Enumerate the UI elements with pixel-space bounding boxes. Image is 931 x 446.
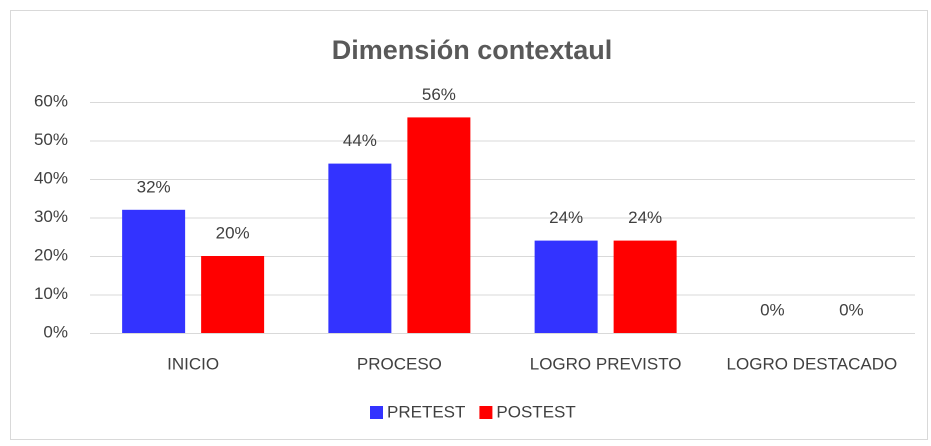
data-label: 0% <box>839 300 864 319</box>
bar <box>534 240 598 333</box>
data-label: 32% <box>137 177 171 196</box>
x-tick-label: INICIO <box>167 354 219 373</box>
y-tick-label: 10% <box>34 284 68 303</box>
y-tick-label: 0% <box>43 322 68 341</box>
bar <box>328 163 392 333</box>
data-label: 24% <box>628 208 662 227</box>
data-label: 0% <box>760 300 785 319</box>
y-tick-label: 50% <box>34 130 68 149</box>
y-tick-label: 60% <box>34 91 68 110</box>
data-label: 20% <box>216 223 250 242</box>
x-tick-label: LOGRO PREVISTO <box>530 354 682 373</box>
y-tick-label: 40% <box>34 168 68 187</box>
y-tick-label: 20% <box>34 245 68 264</box>
bar <box>122 209 186 333</box>
data-label: 24% <box>549 208 583 227</box>
legend-swatch <box>370 406 383 419</box>
data-label: 56% <box>422 85 456 104</box>
legend-label: PRETEST <box>387 402 465 421</box>
data-label: 44% <box>343 131 377 150</box>
legend-swatch <box>479 406 493 419</box>
chart-title: Dimensión contextaul <box>332 35 613 65</box>
y-tick-label: 30% <box>34 207 68 226</box>
legend-label: POSTEST <box>496 402 575 421</box>
bar <box>201 256 265 333</box>
bar <box>613 240 677 333</box>
x-tick-label: LOGRO DESTACADO <box>727 354 898 373</box>
x-tick-label: PROCESO <box>357 354 442 373</box>
bar <box>407 117 471 334</box>
